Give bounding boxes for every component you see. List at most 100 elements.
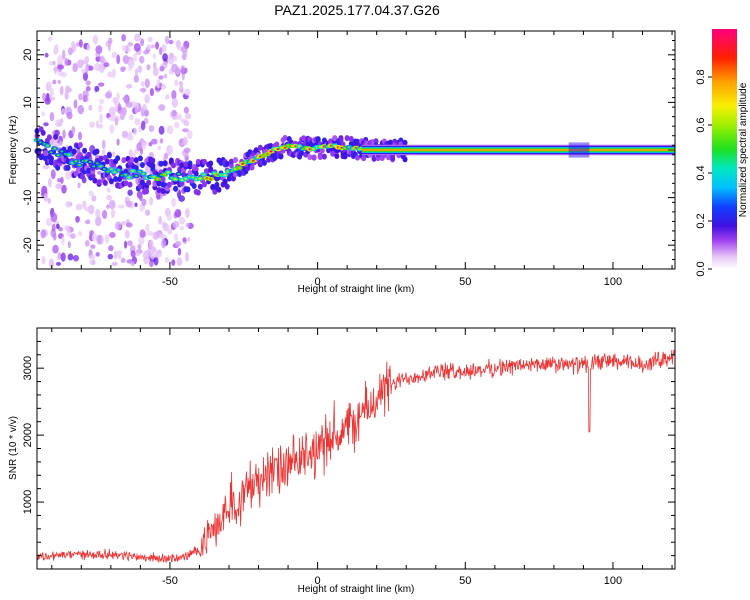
spectrogram-halo [42, 149, 48, 156]
spectrogram-speckle [177, 247, 182, 256]
spectrogram-speckle [111, 51, 118, 59]
spectrogram-speckle [130, 250, 136, 258]
spectrogram-halo [129, 156, 135, 163]
spectrogram-halo [247, 149, 253, 156]
spectrogram-speckle [149, 196, 154, 206]
spectrogram-speckle [171, 197, 176, 208]
spectrogram-halo [208, 160, 214, 167]
spectrogram-halo [330, 150, 336, 157]
spectrogram-halo [67, 145, 73, 152]
spectrogram-speckle [52, 244, 59, 254]
spectrogram-halo [160, 188, 166, 195]
spectrogram-ridge-core [209, 178, 213, 181]
spectrogram-halo [139, 162, 145, 169]
spectrogram-speckle [88, 104, 93, 111]
spectrogram-halo [123, 180, 129, 187]
snr-y-tick-label: 2000 [22, 423, 34, 447]
spectrogram-speckle [116, 250, 123, 255]
spectrogram-halo [344, 135, 350, 142]
spectrogram-halo [173, 185, 179, 192]
spectrogram-speckle [135, 251, 141, 257]
spectrogram-halo [65, 164, 71, 171]
spectrogram-speckle [98, 104, 103, 113]
spectrogram-speckle [127, 59, 135, 69]
spectrogram-speckle [166, 125, 174, 135]
spectrogram-speckle [64, 91, 69, 101]
spectrogram-speckle [184, 208, 190, 219]
spectrogram-halo [321, 153, 327, 160]
spectrogram-speckle [158, 125, 165, 135]
spectrogram-speckle [61, 108, 66, 114]
spectrogram-speckle [144, 165, 150, 174]
spectrogram-speckle [49, 96, 56, 101]
spectrogram-speckle [98, 82, 105, 87]
spectrogram-speckle [147, 36, 153, 43]
spectrogram-speckle [105, 91, 112, 99]
spectrogram-halo [332, 135, 338, 142]
spectrogram-speckle [121, 34, 126, 42]
spectrogram-speckle [96, 234, 102, 245]
spectrogram-speckle [60, 118, 64, 124]
spectrogram-speckle [47, 197, 51, 204]
spectrogram-speckle [158, 215, 163, 225]
spectrogram-y-tick-label: 10 [22, 96, 34, 108]
spectrogram-halo [385, 154, 391, 161]
spectrogram-speckle [183, 120, 190, 127]
spectrogram-speckle [98, 62, 105, 73]
snr-x-tick-label: 0 [315, 575, 321, 587]
spectrogram-speckle [49, 111, 55, 122]
spectrogram-speckle [152, 231, 160, 240]
spectrogram-speckle [96, 123, 104, 129]
spectrogram-halo [133, 157, 139, 164]
spectrogram-speckle [57, 79, 61, 85]
spectrogram-speckle [106, 187, 111, 193]
spectrogram-halo [193, 170, 199, 177]
spectrogram-halo [137, 155, 143, 162]
spectrogram-speckle [146, 64, 151, 71]
colorbar-tick-label: 0.2 [695, 213, 707, 228]
spectrogram-speckle [147, 230, 154, 236]
spectrogram-halo [168, 157, 174, 164]
spectrogram-y-label: Frequency (Hz) [8, 116, 19, 185]
spectrogram-speckle [56, 54, 64, 65]
spectrogram-halo [127, 181, 133, 188]
spectrogram-speckle [136, 142, 143, 152]
spectrogram-speckle [157, 145, 161, 151]
spectrogram-halo [150, 157, 156, 164]
spectrogram-halo [79, 173, 85, 180]
spectrogram-speckle [88, 190, 94, 197]
spectrogram-speckle [75, 42, 80, 47]
spectrogram-halo [195, 158, 201, 165]
spectrogram-speckle [139, 55, 145, 64]
spectrogram-speckle [116, 138, 120, 146]
spectrogram-speckle [42, 165, 50, 170]
spectrogram-speckle [179, 225, 185, 231]
spectrogram-speckle [65, 85, 71, 94]
spectrogram-speckle [155, 41, 160, 50]
spectrogram-speckle [122, 96, 129, 102]
spectrogram-speckle [50, 87, 54, 97]
spectrogram-speckle [82, 200, 87, 210]
spectrogram-speckle [161, 238, 167, 249]
spectrogram-halo [197, 183, 203, 190]
spectrogram-speckle [54, 44, 59, 54]
colorbar: 0.0 0.2 0.4 0.6 0.8 Normalized spectral ampl… [695, 29, 749, 277]
spectrogram-speckle [94, 216, 102, 227]
spectrogram-speckle [84, 219, 91, 225]
spectrogram-speckle [159, 65, 165, 72]
spectrogram-speckle [66, 226, 71, 237]
spectrogram-ticks: -50 0 50 100 -20 -10 0 10 20 [22, 30, 675, 288]
spectrogram-speckle [82, 94, 88, 103]
spectrogram-speckle [67, 47, 73, 56]
spectrogram-speckle [122, 106, 127, 116]
spectrogram-speckle [164, 94, 170, 100]
spectrogram-speckle [41, 111, 45, 117]
spectrogram-halo [98, 155, 104, 162]
spectrogram-ridge-core [95, 162, 99, 165]
spectrogram-speckle [130, 260, 135, 267]
spectrogram-speckle [92, 34, 99, 45]
spectrogram-speckle [158, 104, 166, 112]
spectrogram-ridge-core [230, 169, 234, 172]
spectrogram-speckle [168, 39, 174, 45]
spectrogram-speckle [84, 240, 90, 247]
